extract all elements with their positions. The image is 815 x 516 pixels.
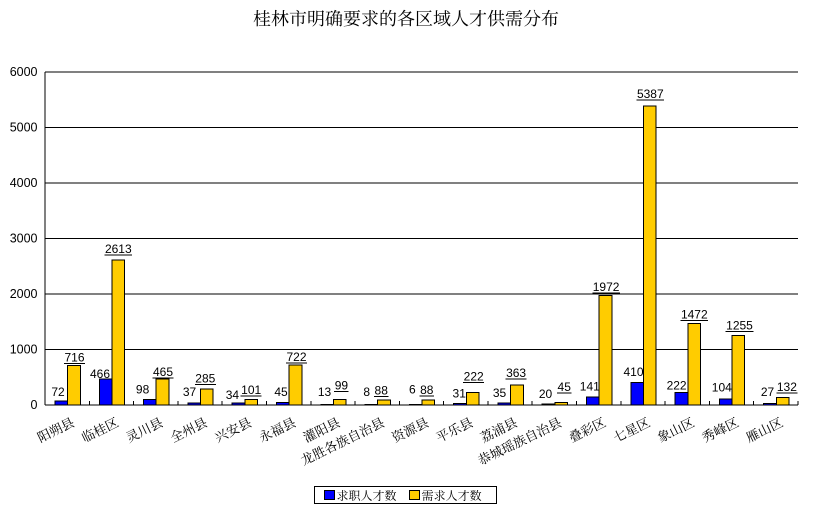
svg-text:8: 8 [363,385,370,399]
svg-text:1255: 1255 [726,318,753,332]
svg-text:98: 98 [136,382,150,396]
svg-text:465: 465 [153,365,173,379]
svg-text:363: 363 [506,366,526,380]
svg-text:34: 34 [226,388,240,402]
svg-text:35: 35 [493,386,507,400]
svg-text:3000: 3000 [10,232,38,246]
svg-text:285: 285 [195,372,215,386]
svg-text:6: 6 [409,383,416,397]
svg-text:37: 37 [183,385,197,399]
svg-text:45: 45 [558,380,572,394]
svg-text:222: 222 [464,369,484,383]
svg-text:410: 410 [623,365,643,379]
svg-text:5387: 5387 [637,87,664,101]
svg-text:466: 466 [90,367,110,381]
svg-text:99: 99 [335,379,349,393]
svg-text:45: 45 [274,385,288,399]
svg-text:4000: 4000 [10,176,38,190]
svg-text:2000: 2000 [10,287,38,301]
svg-text:141: 141 [580,380,600,394]
svg-text:132: 132 [777,380,797,394]
svg-text:13: 13 [318,385,332,399]
svg-text:88: 88 [420,383,434,397]
svg-text:27: 27 [761,385,775,399]
svg-text:104: 104 [712,380,732,394]
svg-text:88: 88 [375,384,389,398]
svg-text:72: 72 [51,385,65,399]
svg-text:1472: 1472 [681,308,708,322]
svg-text:101: 101 [241,383,261,397]
svg-text:722: 722 [286,350,306,364]
svg-text:31: 31 [453,387,467,401]
svg-text:1000: 1000 [10,343,38,357]
svg-text:716: 716 [64,351,84,365]
svg-text:20: 20 [539,387,553,401]
svg-text:1972: 1972 [593,280,620,294]
svg-text:6000: 6000 [10,65,38,79]
svg-text:5000: 5000 [10,121,38,135]
svg-text:0: 0 [31,398,38,412]
svg-text:2613: 2613 [105,242,132,256]
svg-text:222: 222 [667,378,687,392]
